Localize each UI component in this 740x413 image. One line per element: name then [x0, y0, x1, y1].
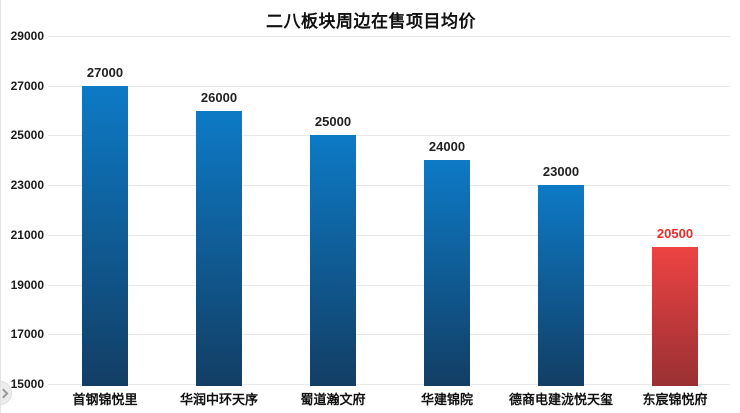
bar-value-label: 25000 [314, 114, 352, 130]
y-axis-tick-label: 25000 [10, 128, 44, 143]
bar-value-label: 20500 [656, 226, 694, 242]
bar [538, 185, 584, 386]
y-axis-tick-label: 27000 [10, 78, 44, 93]
gridline [48, 284, 730, 286]
gridline [48, 36, 730, 37]
gridline [48, 135, 730, 137]
x-axis-category-label: 德商电建泷悦天玺 [508, 392, 613, 407]
bar-value-label: 23000 [542, 164, 580, 180]
bar-value-label: 26000 [200, 89, 238, 105]
bar [82, 85, 128, 386]
y-axis-tick-label: 19000 [10, 277, 44, 292]
bar [310, 135, 356, 386]
y-axis-tick-label: 29000 [10, 29, 44, 43]
gridline [48, 85, 730, 87]
gridline [48, 185, 730, 187]
gridline [48, 334, 730, 336]
bar-value-label: 24000 [428, 139, 466, 155]
chart-title: 二八板块周边在售项目均价 [266, 12, 476, 31]
bar [196, 110, 242, 386]
y-axis-tick-label: 17000 [10, 327, 44, 342]
y-axis-tick-label: 21000 [10, 227, 44, 242]
bar-value-label: 27000 [86, 64, 124, 80]
x-axis-category-label: 华润中环天序 [179, 392, 258, 407]
chevron-right-icon [1, 388, 8, 398]
gridline [48, 384, 730, 385]
y-axis-tick-label: 15000 [10, 377, 44, 391]
bar-highlighted [652, 247, 698, 386]
bar [424, 160, 470, 386]
x-axis-category-label: 华建锦院 [420, 392, 473, 407]
gridline [48, 234, 730, 236]
x-axis-category-label: 首钢锦悦里 [72, 392, 138, 407]
x-axis-category-label: 蜀道瀚文府 [300, 392, 366, 407]
x-axis-category-label: 东宸锦悦府 [642, 392, 708, 407]
y-axis-tick-label: 23000 [10, 178, 44, 193]
